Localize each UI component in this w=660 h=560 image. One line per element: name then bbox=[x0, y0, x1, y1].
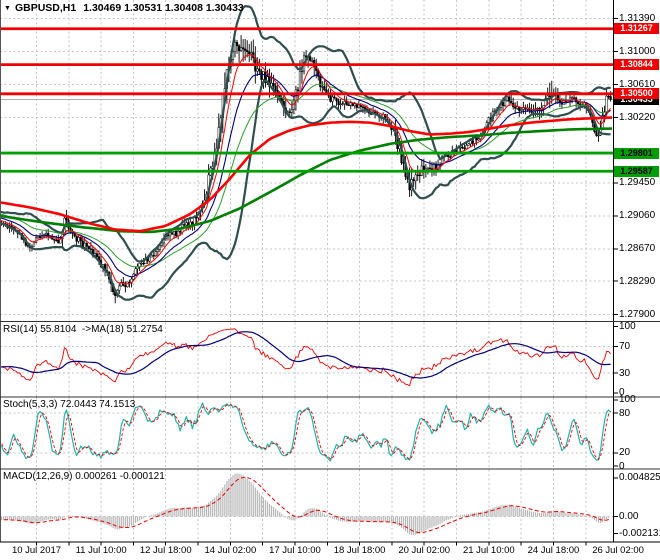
macd-histogram bbox=[0, 473, 612, 536]
chart-frame bbox=[0, 0, 660, 546]
chart-title: ▼ GBPUSD,H1 1.30469 1.30531 1.30408 1.3043… bbox=[4, 2, 244, 14]
macd-indicator-label: MACD(12,26,9) 0.000261 -0.000121 bbox=[3, 471, 165, 482]
grid-layer bbox=[0, 0, 613, 542]
title-ohlc-values: 1.30469 1.30531 1.30408 1.30433 bbox=[83, 2, 244, 14]
stochastic-indicator-label: Stoch(5,3,3) 72.0443 74.1513 bbox=[3, 398, 136, 410]
symbol-dropdown-icon[interactable]: ▼ bbox=[4, 5, 11, 12]
rsi-indicator-label: RSI(14) 55.8104 ->MA(18) 51.2754 bbox=[3, 323, 163, 335]
symbol-period-label: GBPUSD,H1 bbox=[14, 2, 77, 14]
